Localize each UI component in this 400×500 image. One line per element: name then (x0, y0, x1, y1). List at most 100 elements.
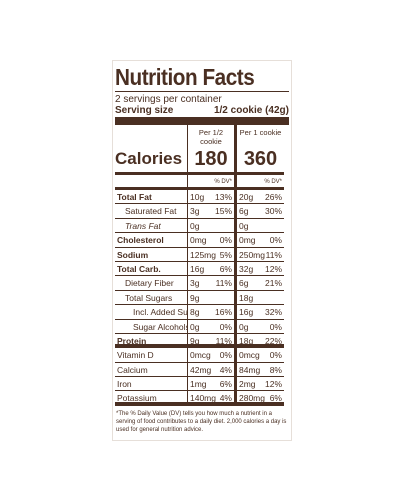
nutrient-name: Dietary Fiber (115, 276, 187, 291)
amount: 8g (190, 307, 200, 318)
column-separator (234, 175, 237, 190)
daily-value: 15% (214, 206, 232, 217)
servings: 2 servings per container (115, 91, 289, 105)
column-separator (234, 233, 237, 248)
nutrient-cell: 140mg 4% (187, 391, 234, 406)
nutrient-cell: 6g 21% (237, 276, 284, 291)
amount: 0g (190, 321, 200, 332)
amount: 125mg (190, 249, 216, 260)
nutrient-cell: 9g 11% (187, 333, 234, 349)
daily-value: 4% (219, 393, 232, 404)
column-separator (234, 276, 237, 291)
nutrient-name: Potassium (115, 391, 187, 406)
nutrient-name: Total Sugars (115, 291, 187, 306)
column-separator (234, 305, 237, 320)
daily-value: 11% (265, 249, 282, 260)
daily-value: 13% (214, 192, 232, 202)
amount: 9g (190, 292, 200, 303)
amount: 250mg (239, 249, 265, 260)
nutrient-cell: 42mg 4% (187, 362, 234, 378)
nutrient-cell: 0g (237, 219, 284, 234)
daily-value: 0% (269, 235, 282, 246)
column-separator (234, 218, 237, 234)
amount: 140mg (190, 393, 216, 404)
nutrient-cell: 18g (237, 291, 284, 306)
daily-value: 11% (215, 335, 232, 346)
facts-grid: Per 1/2 cookie Per 1 cookie Calories 180 360… (115, 125, 289, 406)
amount: 16g (190, 263, 205, 274)
daily-value: 4% (219, 364, 232, 375)
amount: 18g (239, 292, 254, 303)
daily-value: 30% (264, 206, 282, 217)
nutrient-cell: 20g 26% (237, 190, 284, 205)
nutrient-cell: 250mg 11% (237, 248, 284, 262)
amount: 2mg (239, 379, 256, 390)
column-separator (234, 348, 237, 363)
nutrient-name: Incl. Added Sugars (115, 305, 187, 320)
column-separator (234, 204, 237, 219)
column-separator (234, 362, 237, 378)
column-header: Per 1 cookie (239, 128, 282, 137)
nutrient-name: Sugar Alcohols (115, 320, 187, 334)
nutrient-cell: 9g (187, 290, 234, 306)
nutrient-cell: 3g 11% (187, 276, 234, 291)
nutrient-cell: 16g 6% (187, 261, 234, 277)
amount: 0mcg (190, 350, 211, 361)
nutrient-cell: 125mg 5% (187, 247, 234, 262)
amount: 280mg (239, 393, 265, 404)
column-separator (234, 125, 237, 146)
nutrient-cell: 0mcg 0% (237, 348, 284, 363)
column-separator (234, 377, 237, 392)
column-separator (234, 391, 237, 406)
nutrient-cell: 0g 0% (237, 320, 284, 334)
amount: 6g (239, 206, 249, 217)
blank (115, 175, 187, 190)
daily-value: 11% (215, 278, 232, 289)
daily-value: 32% (264, 307, 282, 318)
amount: 0g (239, 321, 249, 332)
dv-header: % DV* (237, 175, 284, 190)
amount: 6g (239, 278, 249, 289)
daily-value: 12% (264, 379, 282, 390)
nutrient-name: Cholesterol (115, 233, 187, 248)
nutrient-cell: 0g 0% (187, 319, 234, 334)
amount: 0mg (190, 235, 207, 246)
amount: 0g (190, 220, 200, 231)
nutrient-cell: 18g 22% (237, 334, 284, 349)
daily-value: 0% (219, 321, 232, 332)
nutrient-name: Vitamin D (115, 348, 187, 363)
daily-value: 22% (264, 335, 282, 346)
amount: 0mcg (239, 350, 260, 361)
daily-value: 0% (219, 350, 232, 361)
title: Nutrition Facts (115, 64, 255, 90)
dv-header: % DV* (187, 175, 234, 190)
nutrient-cell: 8g 16% (187, 305, 234, 320)
nutrient-cell: 0mg 0% (237, 233, 284, 248)
daily-value: 6% (219, 263, 232, 274)
amount: 84mg (239, 364, 261, 375)
nutrient-cell: 10g 13% (187, 190, 234, 205)
column-separator (234, 190, 237, 205)
rule (115, 118, 289, 125)
daily-value: 26% (264, 192, 282, 202)
nutrient-name: Saturated Fat (115, 204, 187, 219)
nutrient-name: Iron (115, 377, 187, 392)
amount: 10g (190, 192, 205, 202)
nutrition-label: Nutrition Facts 2 servings per container… (112, 60, 292, 441)
nutrient-cell: 0g (187, 218, 234, 234)
daily-value: 6% (219, 379, 232, 390)
calories-label: Calories (115, 146, 187, 175)
nutrient-cell: 0mcg 0% (187, 348, 234, 363)
nutrient-cell: 3g 15% (187, 204, 234, 219)
column-header: Per 1/2 cookie (187, 125, 234, 146)
nutrient-cell: 84mg 8% (237, 363, 284, 378)
daily-value: 8% (269, 364, 282, 375)
amount: 1mg (190, 379, 207, 390)
nutrient-name: Sodium (115, 248, 187, 262)
footnote: *The % Daily Value (DV) tells you how mu… (116, 410, 287, 433)
amount: 3g (190, 278, 200, 289)
calories-value: 180 (187, 146, 234, 175)
calories-value: 360 (237, 146, 284, 175)
nutrient-cell: 280mg 6% (237, 391, 284, 406)
column-separator (234, 290, 237, 306)
